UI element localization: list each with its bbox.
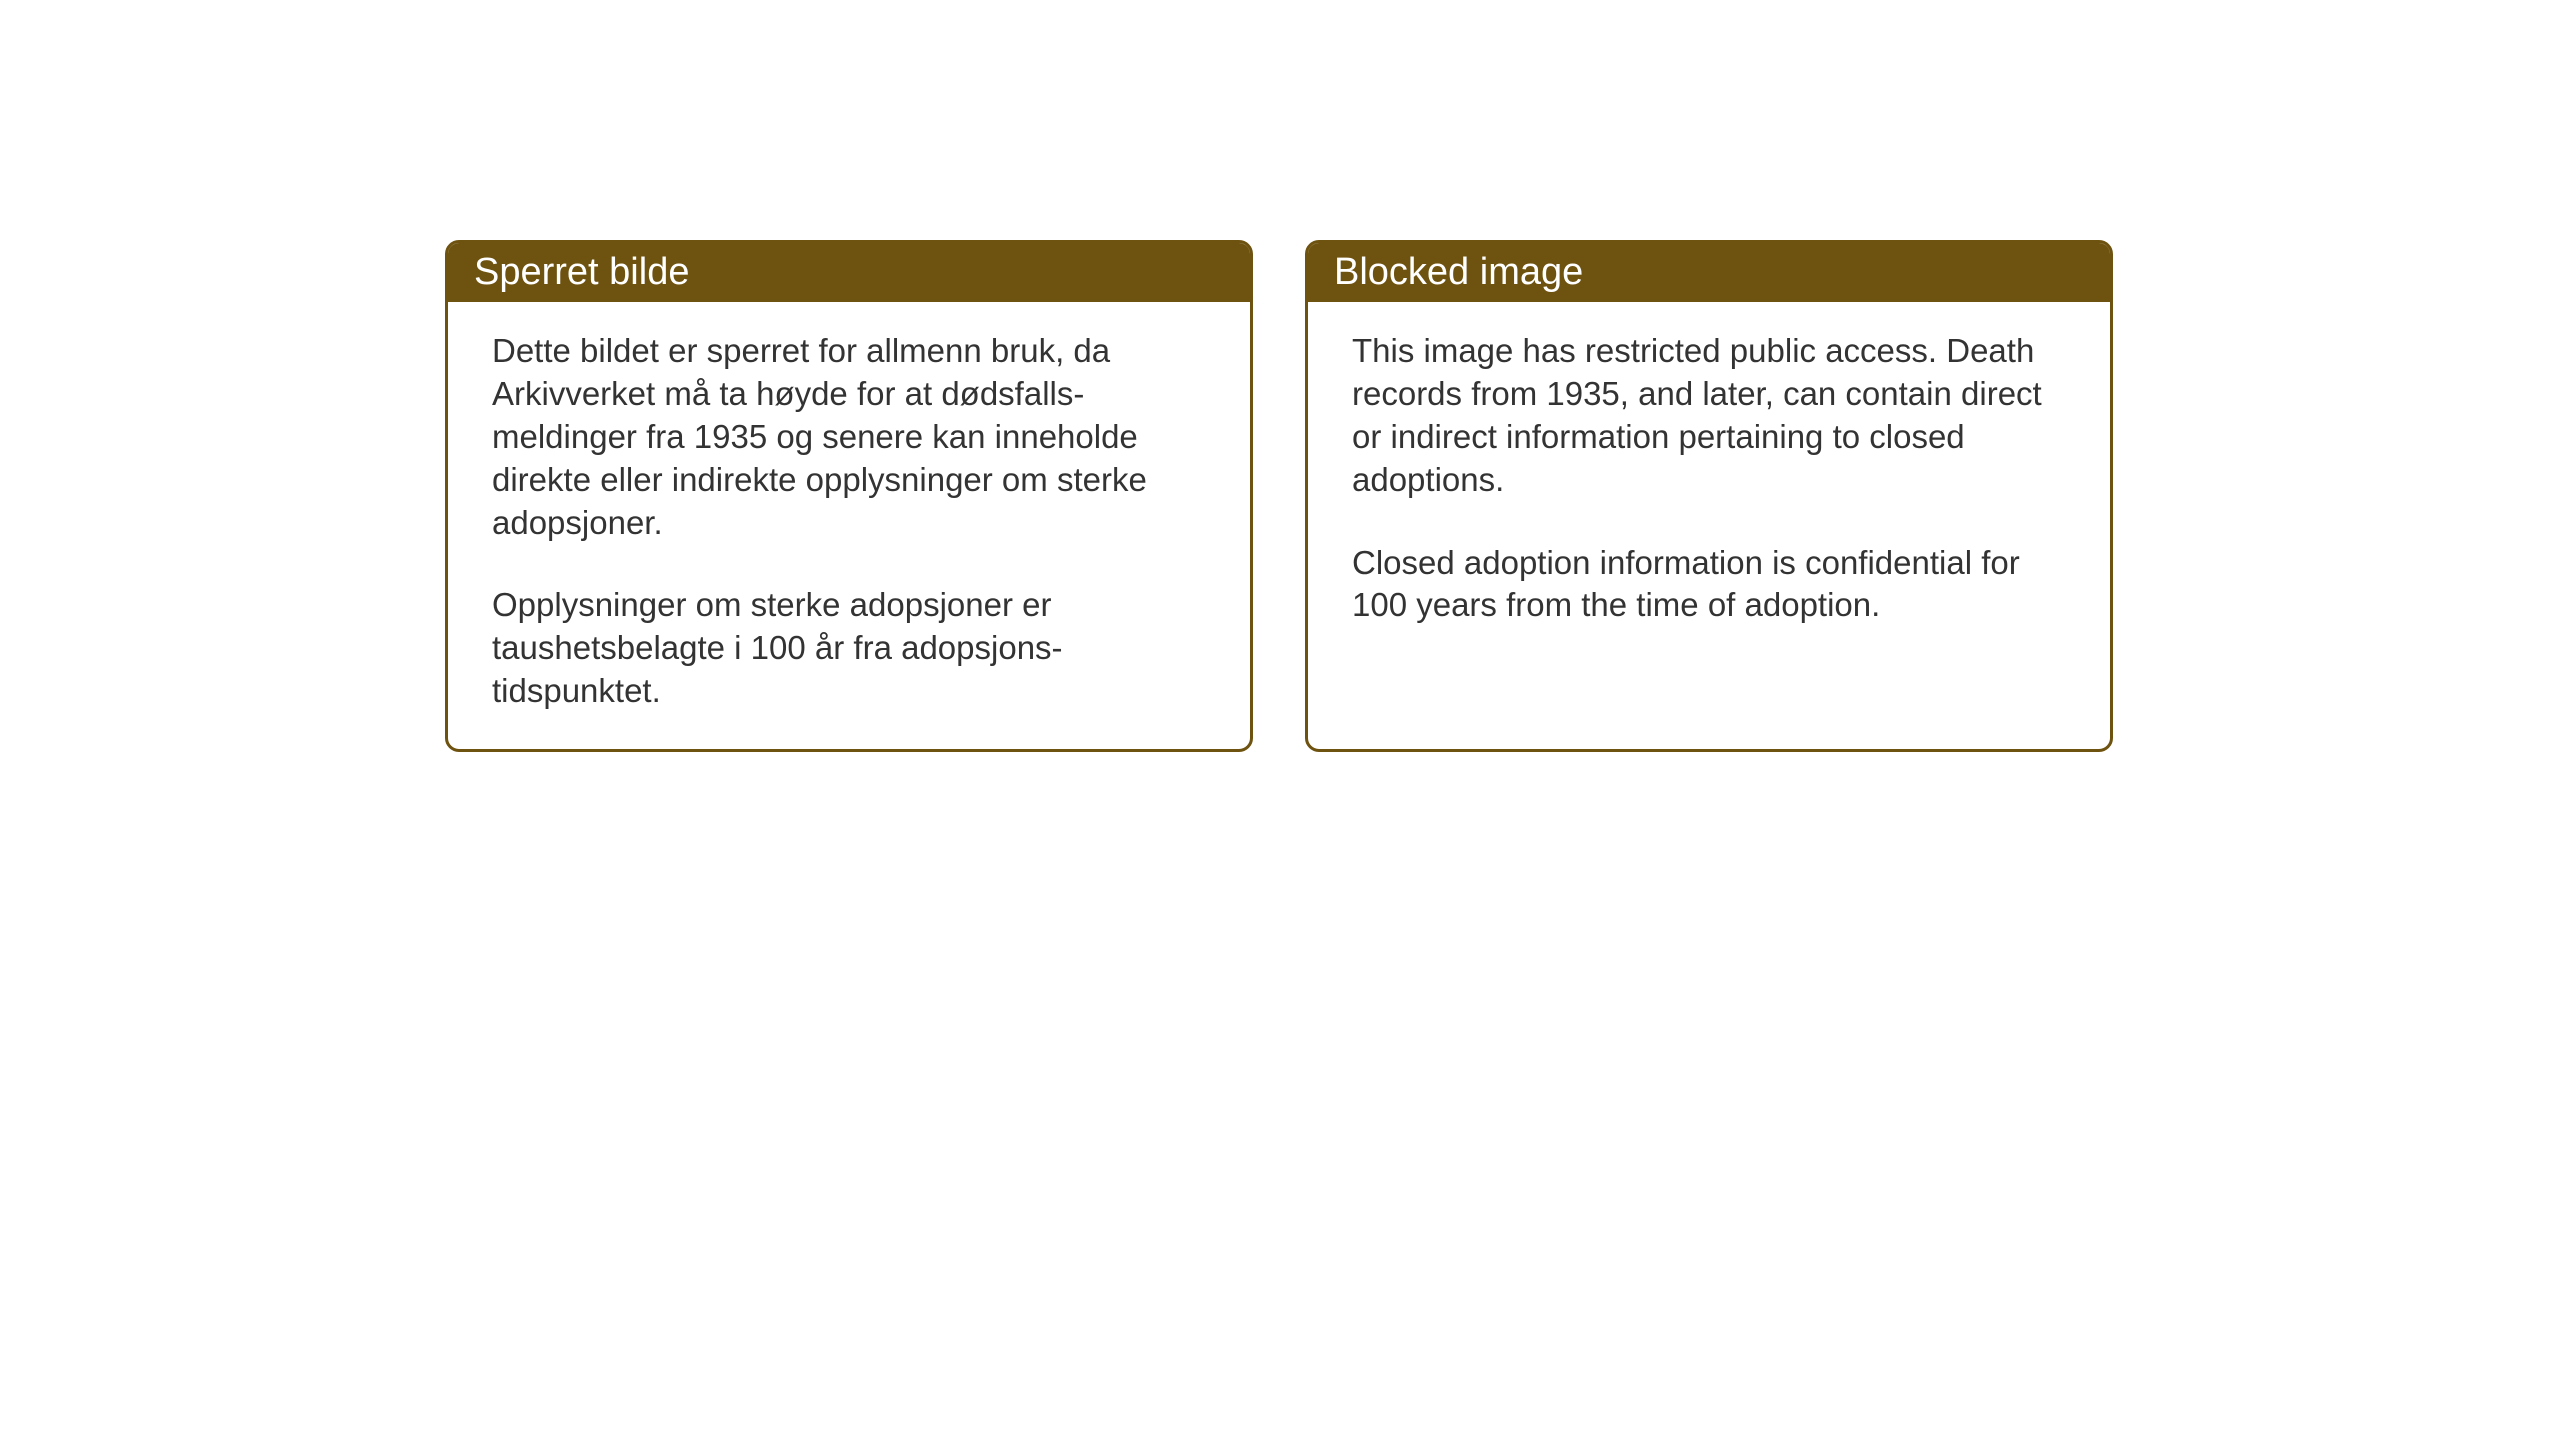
notice-card-english: Blocked image This image has restricted …	[1305, 240, 2113, 752]
notice-card-norwegian: Sperret bilde Dette bildet er sperret fo…	[445, 240, 1253, 752]
notice-title-english: Blocked image	[1308, 243, 2110, 302]
notice-body-english: This image has restricted public access.…	[1308, 302, 2110, 663]
notice-container: Sperret bilde Dette bildet er sperret fo…	[445, 240, 2113, 752]
notice-paragraph-2-norwegian: Opplysninger om sterke adopsjoner er tau…	[492, 584, 1206, 713]
notice-body-norwegian: Dette bildet er sperret for allmenn bruk…	[448, 302, 1250, 749]
notice-paragraph-1-english: This image has restricted public access.…	[1352, 330, 2066, 502]
notice-paragraph-2-english: Closed adoption information is confident…	[1352, 542, 2066, 628]
notice-paragraph-1-norwegian: Dette bildet er sperret for allmenn bruk…	[492, 330, 1206, 544]
notice-title-norwegian: Sperret bilde	[448, 243, 1250, 302]
